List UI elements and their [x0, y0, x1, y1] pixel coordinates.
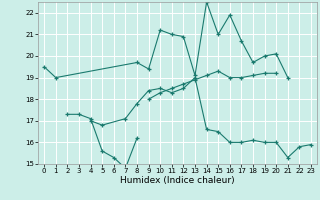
X-axis label: Humidex (Indice chaleur): Humidex (Indice chaleur) [120, 176, 235, 185]
